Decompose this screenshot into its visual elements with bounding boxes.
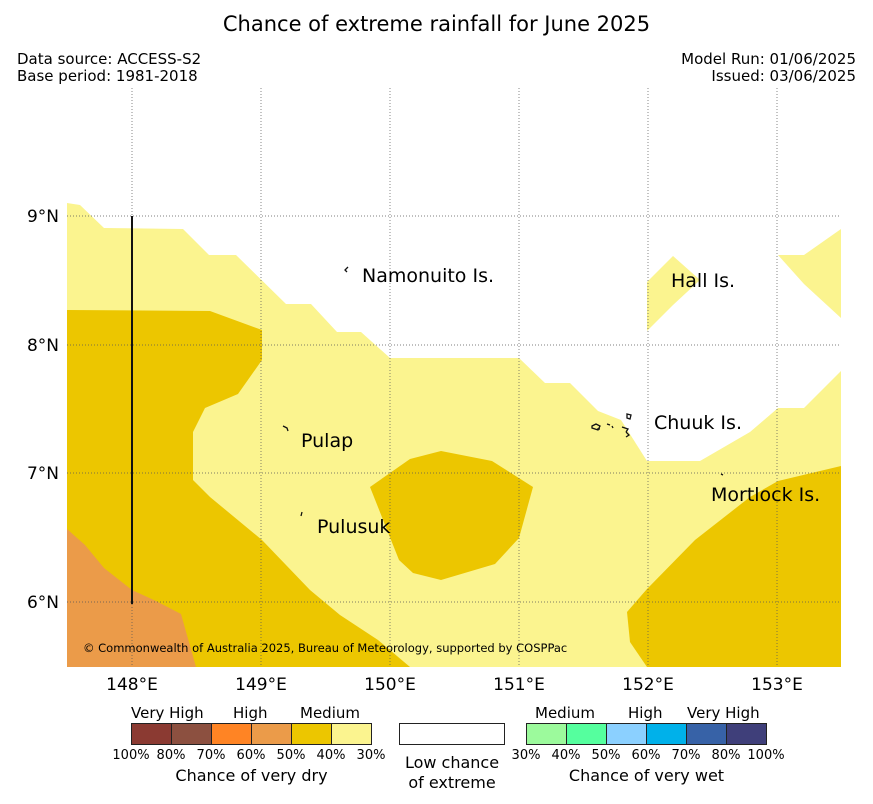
legend-low-line1: Low chance (404, 753, 500, 772)
dry-30-40-region (778, 229, 841, 318)
legend-tick: 30% (356, 748, 386, 763)
legend-tick: 50% (276, 748, 306, 763)
legend-tick: 70% (671, 748, 701, 763)
gridlines (67, 88, 841, 667)
legend-swatch (211, 723, 252, 745)
legend-swatch (171, 723, 212, 745)
legend-swatch (526, 723, 567, 745)
legend-swatch (131, 723, 172, 745)
issued-date: Issued: 03/06/2025 (711, 67, 856, 85)
legend-tick: 80% (156, 748, 186, 763)
legend-tick: 60% (236, 748, 266, 763)
legend-category: High (233, 704, 268, 722)
y-tick-label: 6°N (27, 593, 59, 613)
map-title: Chance of extreme rainfall for June 2025 (222, 12, 651, 36)
legend-swatch (291, 723, 332, 745)
base-period: Base period: 1981-2018 (17, 67, 198, 85)
namonuito-island-shape (344, 266, 349, 273)
place-label-pulap: Pulap (301, 430, 353, 452)
x-tick-label: 151°E (493, 675, 545, 695)
legend-dry-title: Chance of very dry (175, 766, 328, 785)
legend-swatch (646, 723, 687, 745)
legend-swatch (251, 723, 292, 745)
island-outlines (282, 266, 724, 517)
pulusuk-island-shape (300, 511, 303, 517)
legend-category: Very High (687, 704, 760, 722)
model-run: Model Run: 01/06/2025 (681, 50, 856, 68)
legend-swatch (686, 723, 727, 745)
copyright-notice: © Commonwealth of Australia 2025, Bureau… (83, 641, 567, 655)
legend-category: High (628, 704, 663, 722)
dry-30-40-region (647, 256, 700, 331)
place-label-hall: Hall Is. (671, 270, 735, 292)
legend-tick: 40% (316, 748, 346, 763)
x-tick-label: 150°E (364, 675, 416, 695)
x-tick-label: 149°E (235, 675, 287, 695)
y-tick-label: 7°N (27, 464, 59, 484)
y-axis: 9°N 8°N 7°N 6°N (27, 207, 59, 613)
x-tick-label: 152°E (622, 675, 674, 695)
legend-tick: 40% (551, 748, 581, 763)
legend-swatch (726, 723, 767, 745)
legend-swatch (606, 723, 647, 745)
legend-category: Medium (535, 704, 595, 722)
legend-swatch (566, 723, 607, 745)
dry-40-50-region (370, 451, 533, 580)
legend-category: Very High (131, 704, 204, 722)
pulap-island-shape (282, 425, 289, 432)
legend-tick: 100% (112, 748, 150, 763)
legend-low-line2: of extreme (408, 773, 496, 792)
y-tick-label: 8°N (27, 336, 59, 356)
place-label-namonuito: Namonuito Is. (362, 265, 494, 287)
place-label-mortlock: Mortlock Is. (711, 484, 820, 506)
legend-tick: 50% (591, 748, 621, 763)
legend-tick: 80% (711, 748, 741, 763)
x-tick-label: 153°E (751, 675, 803, 695)
dry-40-50-region (627, 466, 841, 667)
y-tick-label: 9°N (27, 207, 59, 227)
place-label-pulusuk: Pulusuk (317, 516, 390, 538)
legend-tick: 100% (747, 748, 785, 763)
x-tick-label: 148°E (106, 675, 158, 695)
legend-tick: 30% (511, 748, 541, 763)
legend-swatch-low (399, 723, 505, 745)
legend-wet-title: Chance of very wet (568, 766, 725, 785)
mortlock-island-shape (720, 473, 724, 476)
legend-category: Medium (300, 704, 360, 722)
rainfall-probability-fill (67, 203, 841, 667)
legend-tick: 70% (196, 748, 226, 763)
chuuk-island-shape (591, 413, 632, 438)
legend-swatch (331, 723, 372, 745)
dry-40-50-region (67, 310, 410, 667)
place-label-chuuk: Chuuk Is. (654, 412, 742, 434)
x-axis: 148°E 149°E 150°E 151°E 152°E 153°E (106, 675, 803, 695)
data-source: Data source: ACCESS-S2 (17, 50, 202, 68)
legend-tick: 60% (631, 748, 661, 763)
